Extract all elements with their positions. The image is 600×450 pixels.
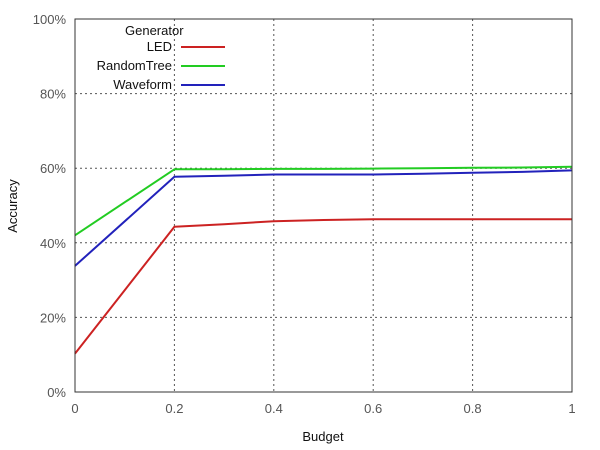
legend-title: Generator [125,23,184,38]
series-lines [74,165,573,355]
y-axis-ticks: 0% 20% 40% 60% 80% 100% [33,12,67,400]
x-axis-ticks: 0 0.2 0.4 0.6 0.8 1 [71,401,575,416]
y-tick-label: 0% [47,385,66,400]
y-tick-label: 100% [33,12,67,27]
x-tick-label: 0.2 [165,401,183,416]
series-line-randomtree [74,165,573,237]
series-line-led [74,218,572,355]
y-tick-label: 20% [40,310,66,325]
x-tick-label: 1 [568,401,575,416]
x-axis-title: Budget [302,429,344,444]
y-axis-title: Accuracy [5,179,20,233]
grid-lines [75,19,572,392]
y-tick-label: 40% [40,236,66,251]
legend-label-randomtree: RandomTree [97,58,172,73]
plot-area-border [74,18,573,393]
legend: Generator LED RandomTree Waveform [97,23,225,92]
x-tick-label: 0.4 [265,401,283,416]
legend-label-led: LED [147,39,172,54]
legend-label-waveform: Waveform [113,77,172,92]
x-tick-label: 0 [71,401,78,416]
series-line-waveform [74,169,573,267]
y-tick-label: 60% [40,161,66,176]
x-tick-label: 0.8 [464,401,482,416]
y-tick-label: 80% [40,87,66,102]
x-tick-label: 0.6 [364,401,382,416]
